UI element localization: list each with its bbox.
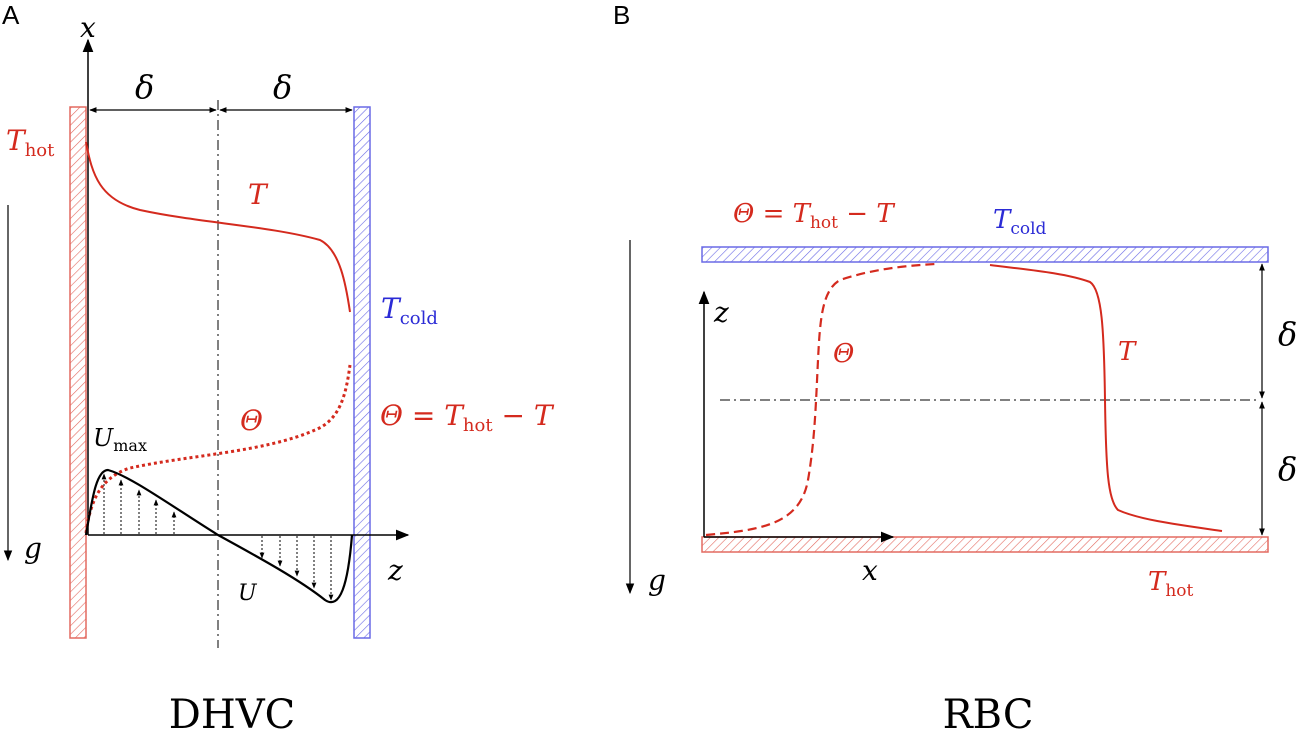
cold-wall-symbol: T xyxy=(381,292,402,325)
temperature-profile-curve xyxy=(85,141,351,313)
theta-definition-subscript: hot xyxy=(810,213,838,233)
theta-definition-rhs: − T xyxy=(493,399,555,432)
cold-wall-label: Tcold xyxy=(381,292,438,329)
x-axis-label: x xyxy=(80,11,96,44)
hot-plate-symbol: T xyxy=(1148,567,1167,597)
velocity-max-subscript: max xyxy=(113,436,147,455)
cold-wall-subscript: cold xyxy=(400,308,438,329)
theta-curve-label: Θ xyxy=(240,404,263,437)
hot-wall-subscript: hot xyxy=(25,140,55,161)
panel-a-label: A xyxy=(2,0,20,30)
gravity-label: g xyxy=(24,532,42,565)
delta-right-label: δ xyxy=(273,68,292,106)
cold-plate-subscript: cold xyxy=(1010,219,1046,239)
theta-definition-rhs: − T xyxy=(838,199,895,229)
velocity-arrows-up xyxy=(101,473,177,534)
theta-definition-lhs: Θ = T xyxy=(380,399,465,432)
hot-plate xyxy=(701,536,1269,553)
theta-definition-lhs: Θ = T xyxy=(733,199,812,229)
panel-a: A x z δ δ g Thot Tcold T Θ xyxy=(2,0,555,729)
theta-definition-subscript: hot xyxy=(463,415,493,436)
theta-profile-curve xyxy=(84,364,352,534)
hot-wall xyxy=(69,106,87,639)
velocity-arrows-down xyxy=(259,536,334,601)
panel-b: B Θ = Thot − T Tcold Thot z x g δ δ xyxy=(613,0,1297,729)
temperature-curve-label: T xyxy=(1118,337,1137,367)
theta-definition: Θ = Thot − T xyxy=(733,199,895,233)
temperature-curve-label: T xyxy=(248,178,269,211)
theta-profile-curve xyxy=(705,262,936,537)
velocity-profile-curve xyxy=(84,468,354,604)
theta-curve-label: Θ xyxy=(833,339,854,369)
gravity-label: g xyxy=(648,564,666,597)
panel-a-caption: DHVC xyxy=(169,692,295,729)
temperature-profile-curve xyxy=(989,264,1223,532)
velocity-max-symbol: U xyxy=(93,424,114,452)
velocity-curve-label: U xyxy=(238,581,258,606)
z-axis-label: z xyxy=(713,296,729,329)
panel-b-caption: RBC xyxy=(943,692,1034,729)
delta-lower-label: δ xyxy=(1278,450,1297,488)
cold-wall xyxy=(353,106,371,639)
hot-plate-label: Thot xyxy=(1148,567,1194,601)
cold-plate-label: Tcold xyxy=(993,205,1047,239)
hot-plate-subscript: hot xyxy=(1165,581,1193,601)
theta-definition: Θ = Thot − T xyxy=(380,399,555,436)
delta-left-label: δ xyxy=(135,68,154,106)
cold-plate xyxy=(701,246,1269,263)
panel-b-label: B xyxy=(613,0,630,30)
cold-plate-symbol: T xyxy=(993,205,1012,235)
delta-upper-label: δ xyxy=(1278,315,1297,353)
hot-wall-label: Thot xyxy=(6,124,55,161)
velocity-max-label: Umax xyxy=(93,424,147,455)
z-axis-label: z xyxy=(387,554,403,587)
hot-wall-symbol: T xyxy=(6,124,27,157)
x-axis-label: x xyxy=(862,554,878,587)
